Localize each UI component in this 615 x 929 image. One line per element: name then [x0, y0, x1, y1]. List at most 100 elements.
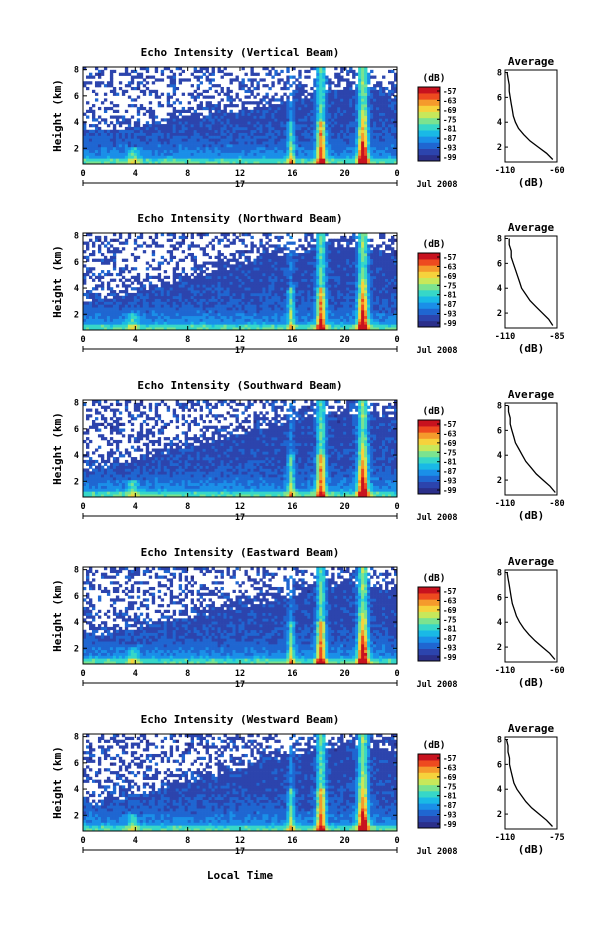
heatmap-cell — [310, 126, 314, 131]
heatmap-cell — [286, 81, 290, 85]
heatmap-cell — [280, 304, 284, 308]
heatmap-cell — [385, 109, 389, 113]
heatmap-cell — [367, 161, 371, 165]
heatmap-cell — [163, 321, 168, 325]
heatmap-cell — [193, 149, 197, 153]
heatmap-cell — [277, 304, 281, 308]
heatmap-cell — [322, 250, 326, 254]
heatmap-cell — [313, 252, 317, 257]
heatmap-cell — [325, 144, 329, 148]
heatmap-cell — [268, 138, 272, 142]
heatmap-cell — [238, 278, 242, 282]
heatmap-cell — [115, 121, 120, 125]
heatmap-cell — [214, 106, 218, 111]
heatmap-cell — [118, 81, 123, 85]
heatmap-cell — [193, 327, 197, 331]
heatmap-cell — [388, 141, 392, 145]
heatmap-cell — [307, 264, 311, 268]
heatmap-cell — [298, 161, 302, 165]
heatmap-cell — [301, 104, 305, 108]
heatmap-cell — [238, 81, 242, 85]
heatmap-cell — [103, 158, 108, 162]
heatmap-cell — [325, 92, 329, 96]
heatmap-cell — [304, 101, 308, 105]
heatmap-cell — [310, 98, 314, 102]
heatmap-cell — [172, 81, 177, 85]
heatmap-cell — [151, 141, 156, 145]
heatmap-cell — [340, 290, 344, 294]
heatmap-cell — [163, 155, 168, 159]
heatmap-cell — [148, 126, 153, 131]
heatmap-cell — [83, 121, 87, 125]
heatmap-cell — [124, 310, 129, 314]
heatmap-cell — [277, 112, 281, 116]
heatmap-cell — [187, 109, 192, 113]
heatmap-cell — [124, 158, 129, 162]
heatmap-cell — [268, 112, 272, 116]
heatmap-cell — [307, 149, 311, 153]
heatmap-cell — [319, 124, 323, 128]
heatmap-cell — [103, 261, 108, 265]
heatmap-cell — [256, 270, 260, 274]
heatmap-cell — [262, 290, 266, 294]
heatmap-cell — [328, 290, 332, 294]
heatmap-cell — [319, 121, 323, 125]
heatmap-cell — [277, 161, 281, 165]
heatmap-cell — [154, 132, 159, 136]
heatmap-cell — [178, 235, 183, 240]
heatmap-cell — [289, 144, 293, 148]
heatmap-cell — [274, 292, 278, 297]
heatmap-cell — [202, 158, 206, 162]
heatmap-cell — [244, 287, 248, 291]
heatmap-cell — [172, 92, 177, 96]
heatmap-cell — [370, 155, 374, 159]
heatmap-cell — [283, 270, 287, 274]
heatmap-cell — [283, 146, 287, 151]
heatmap-cell — [211, 121, 215, 125]
heatmap-cell — [154, 235, 159, 240]
heatmap-cell — [322, 158, 326, 162]
heatmap-cell — [343, 129, 347, 133]
heatmap-cell — [349, 135, 353, 139]
heatmap-cell — [334, 287, 338, 291]
heatmap-cell — [370, 89, 374, 94]
heatmap-cell — [316, 141, 320, 145]
heatmap-cell — [310, 261, 314, 265]
heatmap-cell — [334, 115, 338, 119]
heatmap-cell — [241, 281, 245, 285]
heatmap-cell — [103, 324, 108, 328]
heatmap-cell — [112, 126, 117, 131]
heatmap-cell — [217, 138, 221, 142]
heatmap-cell — [235, 284, 239, 288]
heatmap-cell — [220, 310, 224, 314]
heatmap-cell — [235, 95, 239, 99]
heatmap-cell — [283, 112, 287, 116]
heatmap-cell — [166, 129, 171, 133]
heatmap-cell — [193, 264, 197, 268]
heatmap-cell — [160, 327, 165, 331]
heatmap-cell — [220, 155, 224, 159]
heatmap-cell — [277, 106, 281, 111]
heatmap-cell — [322, 312, 326, 317]
heatmap-cell — [280, 144, 284, 148]
heatmap-cell — [247, 121, 251, 125]
heatmap-cell — [310, 258, 314, 262]
heatmap-cell — [274, 270, 278, 274]
heatmap-cell — [289, 292, 293, 297]
heatmap-cell — [271, 261, 275, 265]
heatmap-cell — [283, 155, 287, 159]
heatmap-cell — [394, 161, 398, 165]
heatmap-cell — [136, 307, 141, 311]
heatmap-cell — [277, 81, 281, 85]
heatmap-cell — [217, 132, 221, 136]
heatmap-cell — [325, 124, 329, 128]
heatmap-cell — [337, 95, 341, 99]
heatmap-cell — [286, 298, 290, 302]
heatmap-cell — [208, 307, 212, 311]
heatmap-cell — [232, 312, 236, 317]
heatmap-cell — [259, 144, 263, 148]
heatmap-cell — [355, 109, 359, 113]
heatmap-cell — [247, 287, 251, 291]
heatmap-cell — [118, 250, 123, 254]
heatmap-cell — [115, 292, 120, 297]
